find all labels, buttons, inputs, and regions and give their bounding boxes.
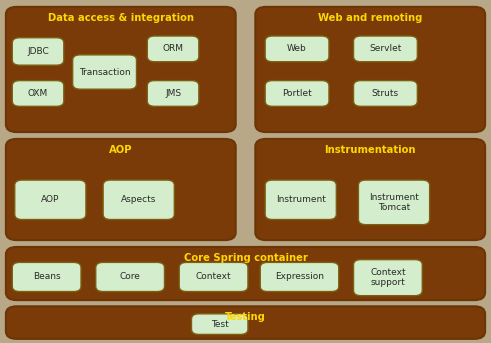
FancyBboxPatch shape bbox=[147, 36, 199, 62]
Text: Struts: Struts bbox=[372, 89, 399, 98]
Text: JDBC: JDBC bbox=[27, 47, 49, 56]
Text: Web and remoting: Web and remoting bbox=[318, 13, 422, 23]
FancyBboxPatch shape bbox=[179, 262, 248, 292]
Text: ORM: ORM bbox=[163, 44, 184, 54]
FancyBboxPatch shape bbox=[12, 81, 64, 106]
FancyBboxPatch shape bbox=[12, 262, 81, 292]
FancyBboxPatch shape bbox=[103, 180, 174, 220]
FancyBboxPatch shape bbox=[147, 81, 199, 106]
Text: AOP: AOP bbox=[41, 195, 59, 204]
Text: Portlet: Portlet bbox=[282, 89, 312, 98]
Text: Aspects: Aspects bbox=[121, 195, 157, 204]
FancyBboxPatch shape bbox=[265, 81, 329, 106]
Text: Instrumentation: Instrumentation bbox=[325, 145, 416, 155]
FancyBboxPatch shape bbox=[191, 314, 248, 334]
Text: Core: Core bbox=[120, 272, 140, 282]
Text: Web: Web bbox=[287, 44, 307, 54]
Text: Transaction: Transaction bbox=[79, 68, 131, 76]
FancyBboxPatch shape bbox=[354, 260, 422, 296]
Text: AOP: AOP bbox=[109, 145, 133, 155]
FancyBboxPatch shape bbox=[255, 139, 485, 240]
FancyBboxPatch shape bbox=[260, 262, 339, 292]
Text: Instrument: Instrument bbox=[276, 195, 326, 204]
FancyBboxPatch shape bbox=[6, 139, 236, 240]
Text: Servlet: Servlet bbox=[369, 44, 402, 54]
FancyBboxPatch shape bbox=[12, 38, 64, 65]
Text: Context
support: Context support bbox=[370, 268, 406, 287]
FancyBboxPatch shape bbox=[6, 247, 485, 300]
FancyBboxPatch shape bbox=[354, 81, 417, 106]
FancyBboxPatch shape bbox=[358, 180, 430, 225]
FancyBboxPatch shape bbox=[96, 262, 164, 292]
Text: Test: Test bbox=[211, 320, 229, 329]
FancyBboxPatch shape bbox=[15, 180, 86, 220]
Text: Context: Context bbox=[196, 272, 231, 282]
FancyBboxPatch shape bbox=[265, 180, 336, 220]
FancyBboxPatch shape bbox=[255, 7, 485, 132]
Text: Expression: Expression bbox=[275, 272, 324, 282]
Text: Core Spring container: Core Spring container bbox=[184, 253, 307, 263]
Text: Testing: Testing bbox=[225, 312, 266, 322]
Text: Data access & integration: Data access & integration bbox=[48, 13, 194, 23]
FancyBboxPatch shape bbox=[73, 55, 136, 89]
FancyBboxPatch shape bbox=[6, 306, 485, 339]
Text: JMS: JMS bbox=[165, 89, 181, 98]
FancyBboxPatch shape bbox=[6, 7, 236, 132]
FancyBboxPatch shape bbox=[354, 36, 417, 62]
Text: Beans: Beans bbox=[33, 272, 60, 282]
Text: OXM: OXM bbox=[28, 89, 48, 98]
FancyBboxPatch shape bbox=[265, 36, 329, 62]
Text: Instrument
Tomcat: Instrument Tomcat bbox=[369, 193, 419, 212]
